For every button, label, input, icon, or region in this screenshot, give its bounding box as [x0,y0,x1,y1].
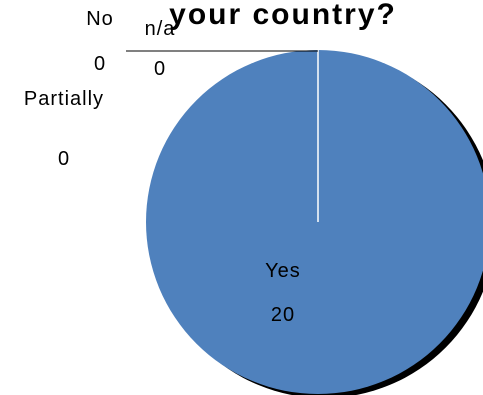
data-label-value-yes: 20 [271,304,295,326]
chart-title: your country? [169,0,397,31]
data-label-value-n-a: 0 [154,58,166,80]
pie-slices [146,50,483,394]
pie-slice-yes [146,50,483,394]
data-label-category-n-a: n/a [145,18,176,40]
data-label-value-partially: 0 [58,148,70,170]
data-labels: Yes 20 No 0 n/a 0 Partially 0 [24,8,301,326]
data-label-value-no: 0 [94,53,106,75]
data-label-category-no: No [86,8,114,30]
data-label-category-yes: Yes [265,260,301,282]
data-label-category-partially: Partially [24,88,104,110]
